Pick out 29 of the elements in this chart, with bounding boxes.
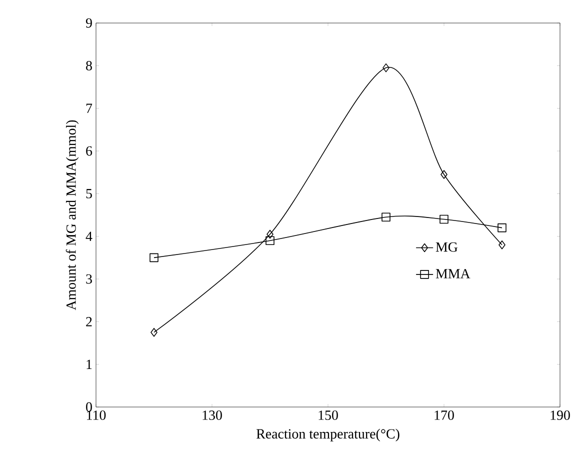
y-tick-label: 8 — [86, 60, 92, 70]
point — [150, 253, 158, 262]
point — [150, 328, 158, 337]
point — [498, 240, 506, 250]
y-tick-label: 4 — [86, 232, 92, 241]
point — [440, 170, 448, 179]
y-tick-label: 0 — [86, 402, 92, 412]
x-tick-label: 130 — [202, 410, 222, 420]
point — [440, 214, 448, 224]
y-tick-label: 9 — [86, 18, 92, 28]
point — [266, 230, 274, 239]
y-tick-label: 1 — [86, 360, 92, 369]
legend-label: MG — [436, 242, 458, 252]
x-tick-label: 170 — [434, 410, 454, 420]
y-tick-label: 3 — [86, 274, 92, 284]
y-tick-label: 7 — [86, 104, 92, 113]
x-tick-label: 190 — [550, 410, 570, 420]
y-tick-label: 6 — [86, 146, 92, 156]
point — [266, 236, 274, 245]
point — [382, 63, 390, 72]
x-axis-title: Reaction temperature(°C) — [256, 428, 400, 442]
point — [382, 212, 390, 222]
x-tick-label: 150 — [318, 410, 338, 420]
y-axis-title: Amount of MG and MMA(mmol) — [66, 120, 79, 310]
y-tick-label: 5 — [86, 189, 92, 198]
y-tick-label: 2 — [86, 317, 92, 326]
legend-label: MMA — [436, 269, 470, 278]
x-tick-label: 110 — [87, 410, 106, 420]
point — [498, 223, 506, 232]
